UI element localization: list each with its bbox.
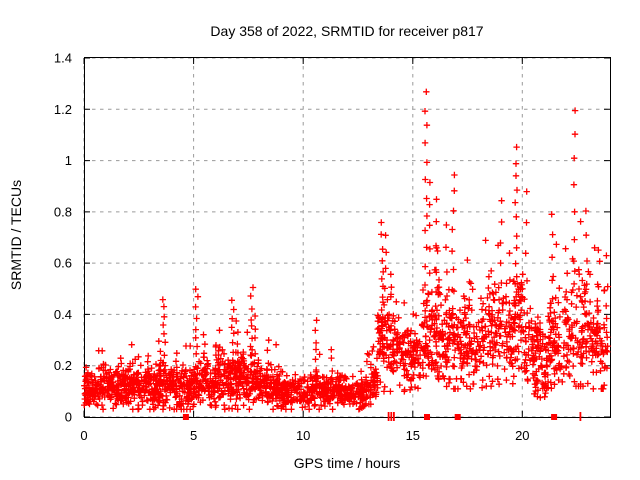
- svg-text:0.8: 0.8: [54, 204, 72, 219]
- svg-text:0.4: 0.4: [54, 307, 72, 322]
- svg-text:0.6: 0.6: [54, 256, 72, 271]
- svg-text:0: 0: [65, 410, 72, 425]
- svg-text:10: 10: [296, 428, 310, 443]
- svg-text:0.2: 0.2: [54, 358, 72, 373]
- svg-text:1: 1: [65, 153, 72, 168]
- svg-text:0: 0: [80, 428, 87, 443]
- svg-text:5: 5: [190, 428, 197, 443]
- x-axis-label: GPS time / hours: [293, 455, 401, 471]
- svg-text:1.4: 1.4: [54, 51, 72, 66]
- svg-text:20: 20: [515, 428, 529, 443]
- chart-title: Day 358 of 2022, SRMTID for receiver p81…: [210, 23, 484, 39]
- svg-text:1.2: 1.2: [54, 102, 72, 117]
- svg-text:15: 15: [406, 428, 420, 443]
